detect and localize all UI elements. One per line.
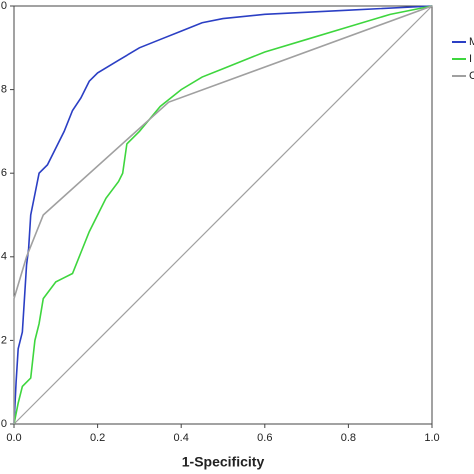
x-tick-label: 0.0 xyxy=(6,432,21,444)
legend-label: C xyxy=(469,70,474,82)
y-tick-label: 0 xyxy=(1,418,7,430)
y-tick-label: 6 xyxy=(1,167,7,179)
roc-curve xyxy=(13,5,433,425)
x-tick-label: 1.0 xyxy=(424,432,439,444)
legend-label: M xyxy=(469,36,474,48)
y-tick-label: 2 xyxy=(1,334,7,346)
legend-label: I xyxy=(469,53,472,65)
y-tick-label: 8 xyxy=(1,84,7,96)
x-tick-label: 0.4 xyxy=(174,432,189,444)
x-tick-label: 0.8 xyxy=(341,432,356,444)
y-tick-label: 4 xyxy=(1,251,7,263)
x-tick-label: 0.6 xyxy=(257,432,272,444)
reference-line xyxy=(13,5,433,425)
roc-curve xyxy=(13,5,433,424)
roc-curve xyxy=(13,5,433,425)
y-tick-label: 0 xyxy=(1,0,7,12)
x-axis-label: 1-Specificity xyxy=(182,454,265,470)
x-tick-label: 0.2 xyxy=(90,432,105,444)
